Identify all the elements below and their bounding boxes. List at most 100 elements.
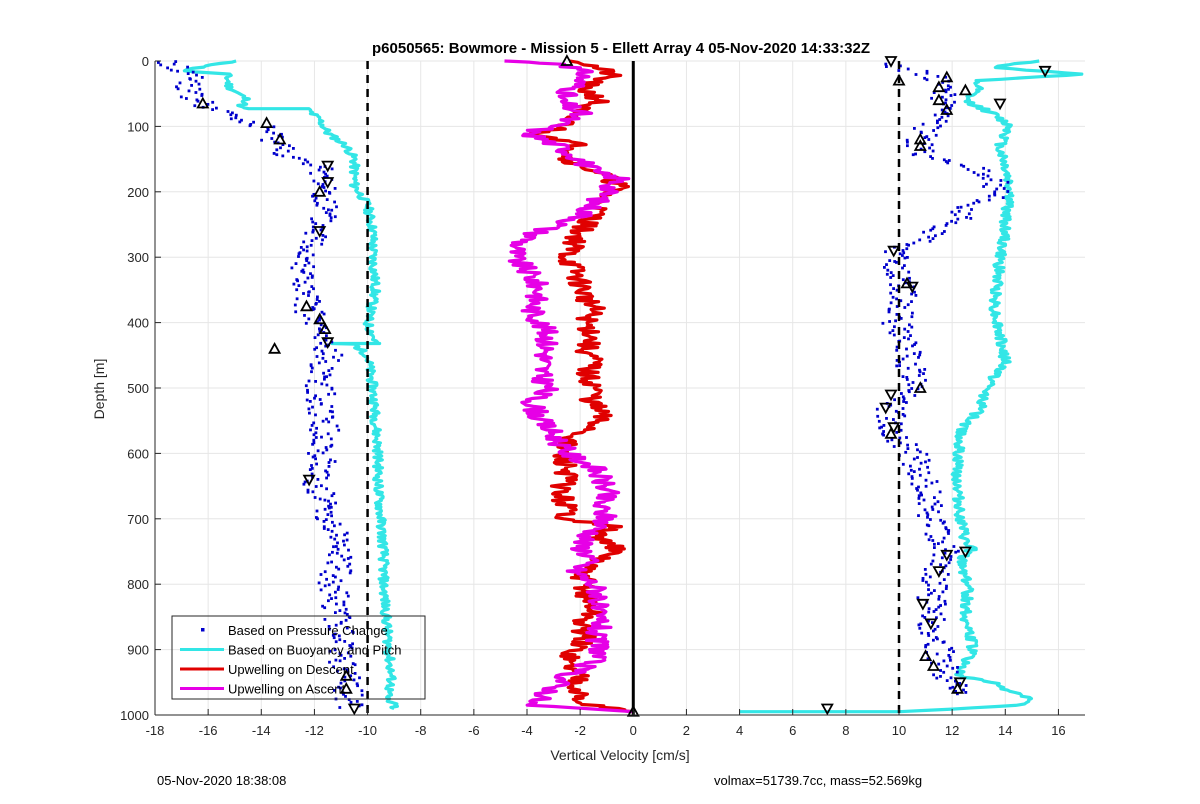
pressure-dot xyxy=(330,208,334,212)
pressure-dot xyxy=(919,461,923,465)
pressure-dot xyxy=(902,400,905,403)
pressure-dot xyxy=(326,528,330,531)
pressure-dot xyxy=(248,124,252,128)
pressure-dot xyxy=(333,460,337,463)
pressure-dot xyxy=(186,65,189,69)
pressure-dot xyxy=(907,243,910,247)
pressure-dot xyxy=(323,507,327,511)
pressure-dot xyxy=(317,361,321,365)
pressure-dot xyxy=(884,250,887,254)
pressure-dot xyxy=(924,645,927,649)
pressure-dot xyxy=(949,555,953,558)
pressure-dot xyxy=(910,315,914,319)
pressure-dot xyxy=(933,542,936,546)
pressure-dot xyxy=(933,113,937,117)
pressure-dot xyxy=(906,140,909,144)
pressure-dot xyxy=(911,381,915,384)
pressure-dot xyxy=(965,216,968,219)
pressure-dot xyxy=(325,383,329,387)
pressure-dot xyxy=(921,579,925,582)
pressure-dot xyxy=(343,611,347,615)
pressure-dot xyxy=(910,477,914,480)
pressure-dot xyxy=(936,119,939,123)
pressure-dot xyxy=(342,667,346,671)
pressure-dot xyxy=(901,462,905,466)
pressure-dot xyxy=(334,575,337,579)
pressure-dot xyxy=(892,445,896,448)
pressure-dot xyxy=(325,198,329,201)
pressure-dot xyxy=(954,221,958,225)
marker-up xyxy=(926,659,941,671)
pressure-dot xyxy=(339,686,342,690)
pressure-dot xyxy=(916,456,919,459)
pressure-dot xyxy=(875,407,879,411)
pressure-dot xyxy=(325,417,328,421)
x-tick-label: -4 xyxy=(521,723,533,738)
marker-up xyxy=(299,299,314,312)
pressure-dot xyxy=(967,212,971,216)
pressure-dot xyxy=(927,471,931,475)
pressure-dot xyxy=(176,87,180,91)
marker-up xyxy=(919,649,933,661)
pressure-dot xyxy=(300,269,304,273)
pressure-dot xyxy=(939,518,943,522)
pressure-dot xyxy=(918,353,922,357)
pressure-dot xyxy=(328,214,332,217)
pressure-dot xyxy=(914,73,918,76)
pressure-dot xyxy=(949,676,953,680)
pressure-dot xyxy=(895,288,899,292)
pressure-dot xyxy=(923,616,927,619)
pressure-dot xyxy=(910,325,914,329)
pressure-dot xyxy=(322,525,326,529)
pressure-dot xyxy=(323,570,327,574)
pressure-dot xyxy=(280,132,283,136)
pressure-dot xyxy=(903,256,907,260)
pressure-dot xyxy=(924,572,928,576)
pressure-dot xyxy=(924,460,927,464)
pressure-dot xyxy=(906,303,910,307)
pressure-dot xyxy=(319,323,323,327)
y-axis-label: Depth [m] xyxy=(91,359,107,420)
pressure-dot xyxy=(333,632,337,636)
pressure-dot xyxy=(307,317,311,321)
pressure-dot xyxy=(906,144,909,148)
pressure-dot xyxy=(924,378,927,382)
pressure-dot xyxy=(933,496,936,499)
pressure-dot xyxy=(924,644,928,647)
pressure-dot xyxy=(910,292,913,296)
pressure-dot xyxy=(272,131,275,135)
pressure-dot xyxy=(927,235,930,239)
pressure-dot xyxy=(947,159,951,162)
pressure-dot xyxy=(345,668,349,672)
pressure-dot xyxy=(325,375,328,379)
pressure-dot xyxy=(332,665,335,669)
pressure-dot xyxy=(882,424,886,427)
pressure-dot xyxy=(306,388,309,392)
pressure-dot xyxy=(906,330,910,333)
pressure-dot xyxy=(328,593,332,597)
pressure-dot xyxy=(328,553,331,557)
pressure-dot xyxy=(970,208,973,211)
pressure-dot xyxy=(238,120,242,124)
pressure-dot xyxy=(360,703,364,707)
pressure-dot xyxy=(944,602,947,606)
pressure-dot xyxy=(958,682,961,685)
pressure-dot xyxy=(937,605,941,609)
pressure-dot xyxy=(321,356,325,360)
pressure-dot xyxy=(329,535,333,539)
pressure-dot xyxy=(956,206,960,209)
pressure-dot xyxy=(186,72,190,75)
pressure-dot xyxy=(945,679,949,682)
pressure-dot xyxy=(296,279,299,283)
marker-down xyxy=(884,389,898,402)
pressure-dot xyxy=(926,513,930,517)
marker-down xyxy=(321,337,335,350)
pressure-dot xyxy=(942,578,946,581)
pressure-dot xyxy=(327,504,330,508)
pressure-dot xyxy=(944,119,948,123)
pressure-dot xyxy=(318,497,322,501)
pressure-dot xyxy=(311,490,315,494)
pressure-dot xyxy=(322,206,326,210)
y-tick-label: 800 xyxy=(127,577,149,592)
pressure-dot xyxy=(913,394,917,397)
